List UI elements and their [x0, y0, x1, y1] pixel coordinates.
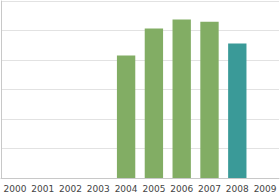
svg-text:2000: 2000: [3, 184, 26, 194]
svg-text:2003: 2003: [87, 184, 110, 194]
svg-text:2001: 2001: [31, 184, 54, 194]
svg-text:2007: 2007: [198, 184, 221, 194]
svg-text:2005: 2005: [142, 184, 165, 194]
svg-text:2004: 2004: [115, 184, 138, 194]
svg-text:2009: 2009: [254, 184, 277, 194]
svg-text:2002: 2002: [59, 184, 82, 194]
svg-text:2006: 2006: [170, 184, 193, 194]
svg-text:2008: 2008: [226, 184, 249, 194]
